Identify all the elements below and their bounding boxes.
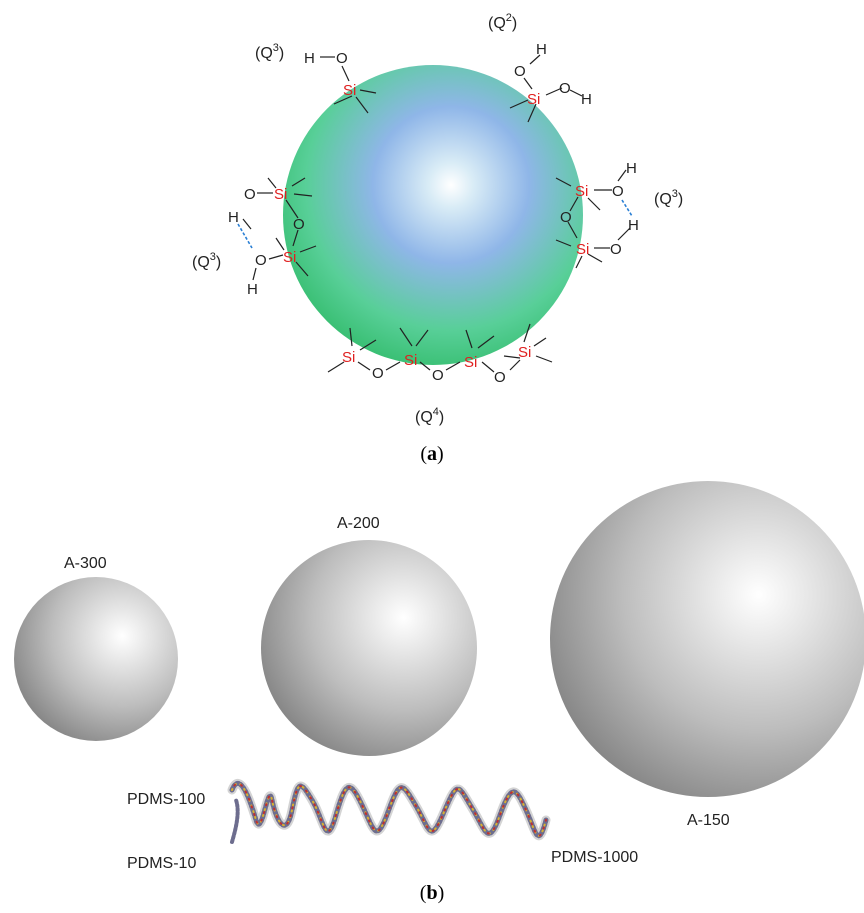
atom-o: O	[244, 186, 256, 203]
hydrogen-bond-right	[621, 199, 633, 217]
atom-si: Si	[283, 249, 296, 266]
caption-b: (b)	[420, 882, 444, 904]
bond-lines	[242, 54, 631, 373]
pdms-chains	[227, 778, 551, 844]
pdms-chain-tail	[230, 798, 240, 844]
atom-h: H	[247, 281, 258, 298]
label-q3-right: (Q3)	[654, 188, 683, 208]
atom-h: H	[581, 91, 592, 108]
label-q4-bottom: (Q4)	[415, 406, 444, 426]
atom-o: O	[432, 367, 444, 384]
atom-o: O	[560, 209, 572, 226]
label-a200: A-200	[337, 515, 380, 532]
sphere-a300	[14, 577, 178, 741]
pdms-chain-color-2	[231, 782, 547, 837]
atom-si: Si	[575, 183, 588, 200]
atom-si: Si	[342, 349, 355, 366]
panel-a: H O Si H O Si O H H Si O O H Si O H O Si…	[192, 12, 683, 465]
label-q3-left: (Q3)	[192, 251, 221, 271]
atom-o: O	[293, 216, 305, 233]
caption-a: (a)	[420, 443, 443, 465]
label-pdms-100: PDMS-100	[127, 791, 205, 808]
label-q3-top-left: (Q3)	[255, 42, 284, 62]
atom-si: Si	[518, 344, 531, 361]
atom-si: Si	[576, 241, 589, 258]
atom-h: H	[628, 217, 639, 234]
atom-o: O	[255, 252, 267, 269]
atom-o: O	[514, 63, 526, 80]
atom-si: Si	[343, 82, 356, 99]
atom-h: H	[536, 41, 547, 58]
atom-o: O	[610, 241, 622, 258]
label-pdms-1000: PDMS-1000	[551, 849, 638, 866]
atom-h: H	[228, 209, 239, 226]
atom-o: O	[336, 50, 348, 67]
atom-h: H	[304, 50, 315, 67]
atom-si: Si	[404, 352, 417, 369]
atom-h: H	[626, 160, 637, 177]
panel-b: A-300 A-200 A-150 PDMS-100 PDMS-10 PDMS-…	[14, 481, 864, 904]
atom-o: O	[559, 80, 571, 97]
atom-si: Si	[464, 354, 477, 371]
atom-o: O	[372, 365, 384, 382]
label-q2-top-right: (Q2)	[488, 12, 517, 32]
sphere-a200	[261, 540, 477, 756]
label-pdms-10: PDMS-10	[127, 855, 196, 872]
sphere-a150	[550, 481, 864, 797]
label-a150: A-150	[687, 812, 730, 829]
label-a300: A-300	[64, 555, 107, 572]
atom-si: Si	[274, 186, 287, 203]
atom-si: Si	[527, 91, 540, 108]
silica-particle-sphere	[283, 65, 583, 365]
atom-o: O	[612, 183, 624, 200]
atom-o: O	[494, 369, 506, 386]
